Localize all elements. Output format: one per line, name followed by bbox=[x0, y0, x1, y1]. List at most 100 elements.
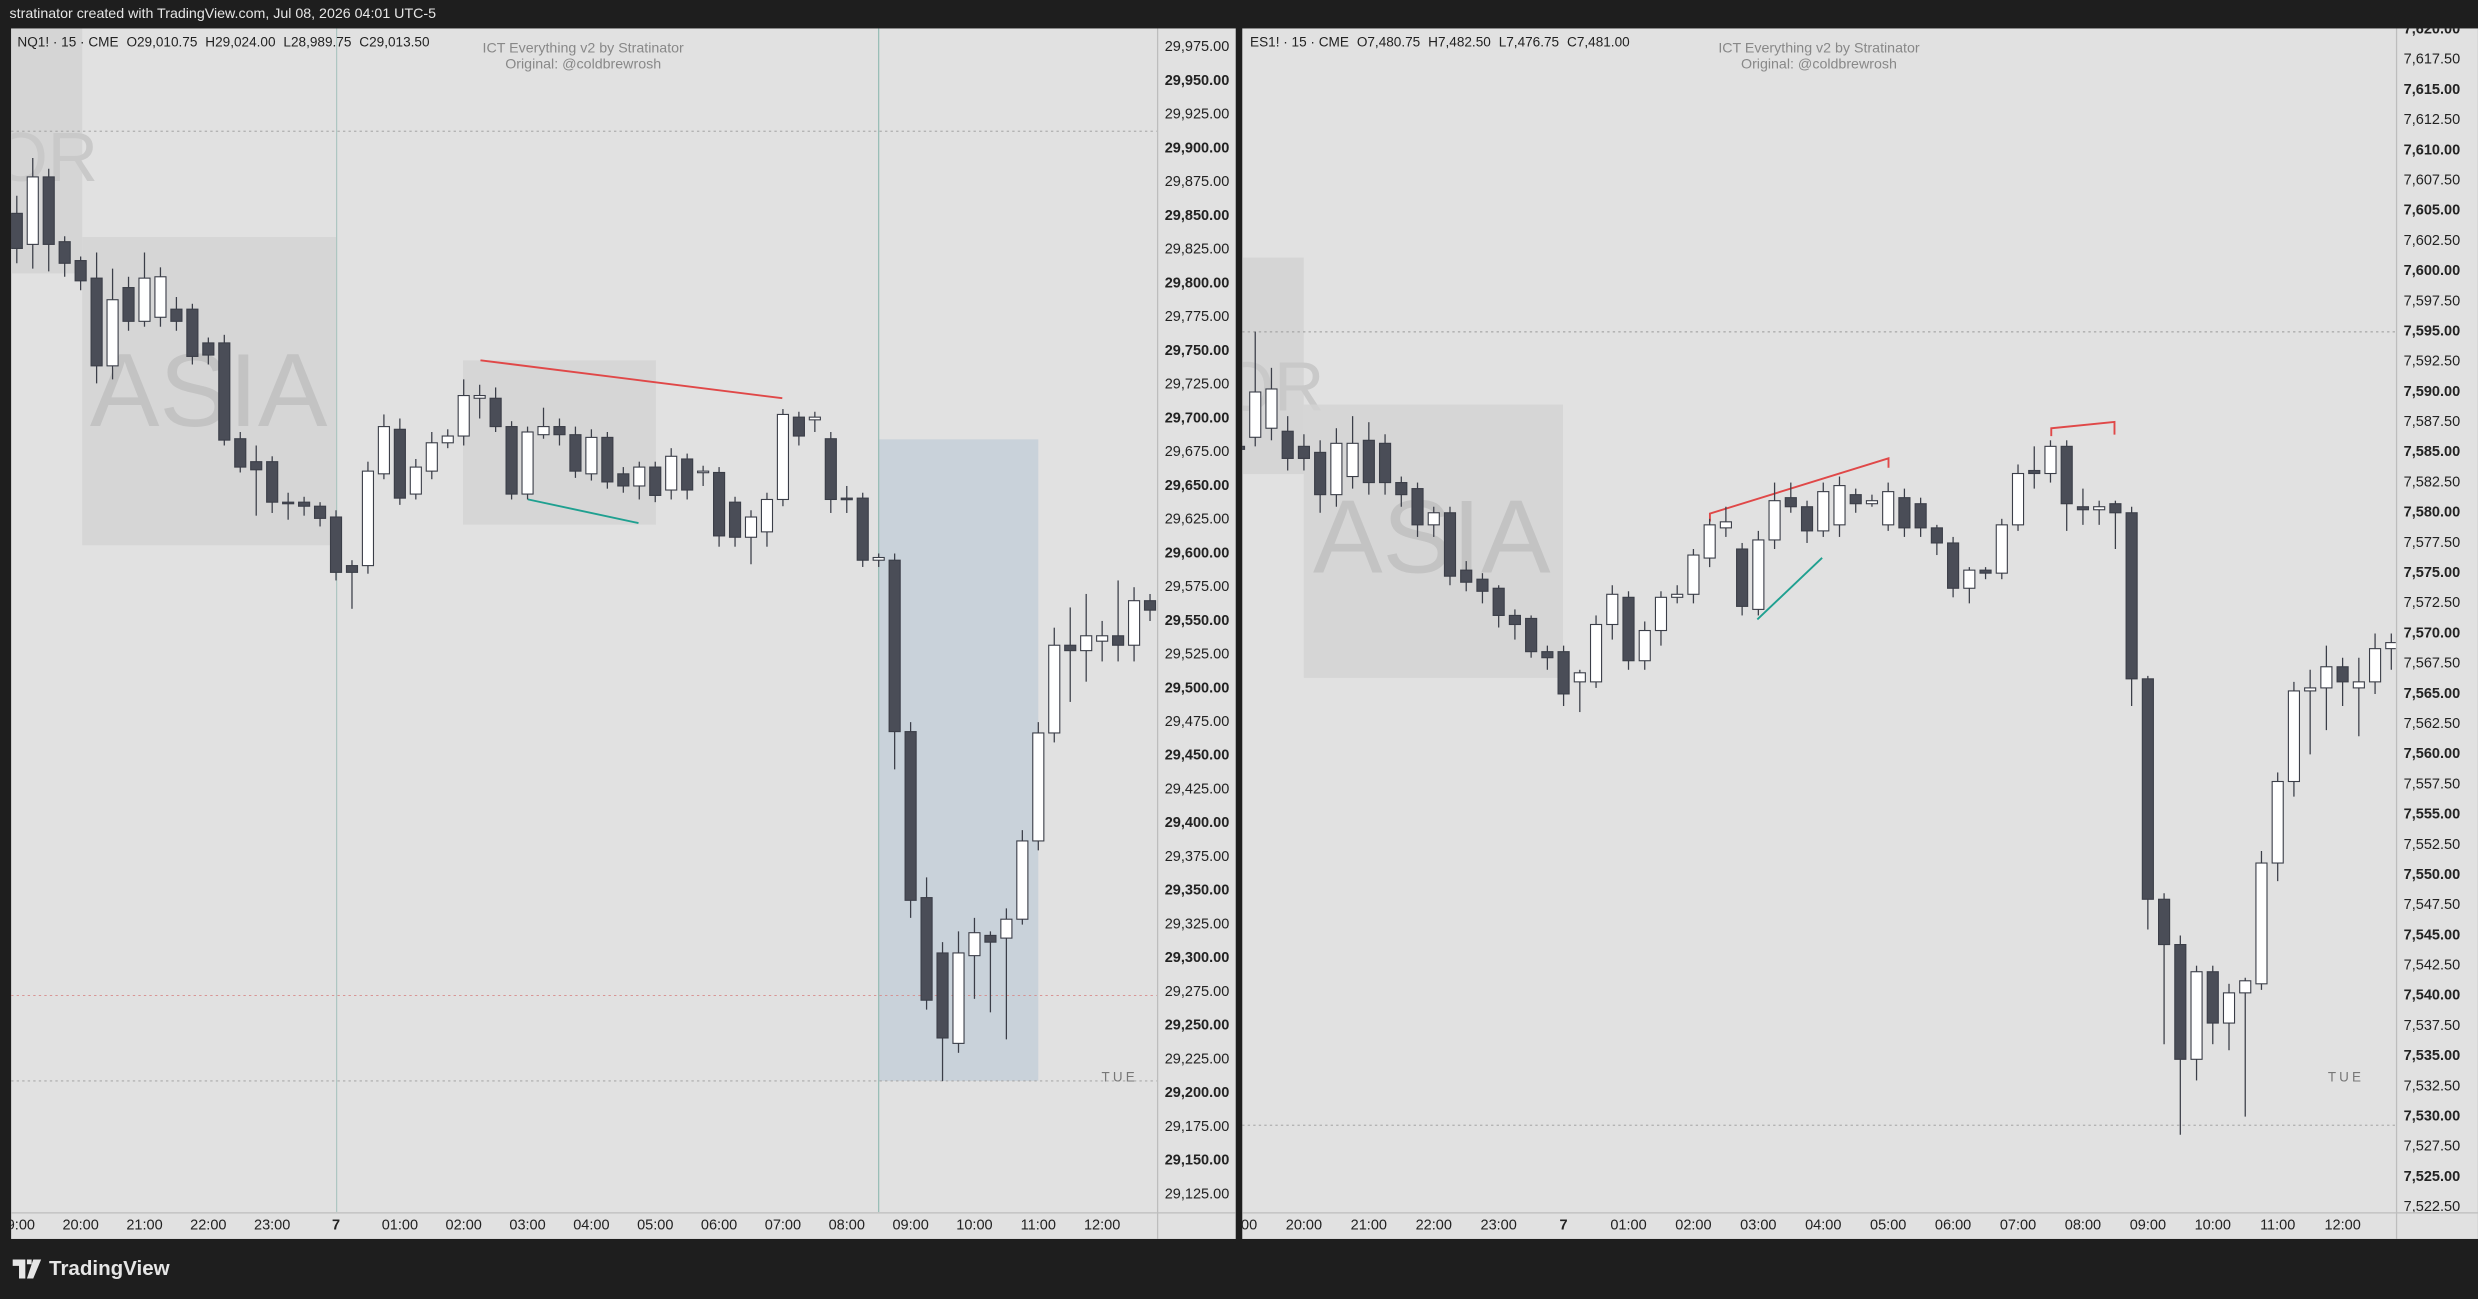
y-tick-label: 29,875.00 bbox=[1165, 174, 1230, 190]
x-tick-label: 04:00 bbox=[573, 1217, 609, 1233]
y-tick-label: 7,587.50 bbox=[2404, 414, 2461, 430]
candle-body bbox=[1281, 430, 1294, 459]
y-tick-label: 7,607.50 bbox=[2404, 172, 2461, 188]
candle-body bbox=[2174, 944, 2187, 1060]
x-tick-label: 12:00 bbox=[1084, 1217, 1120, 1233]
candle-body bbox=[1671, 593, 1684, 598]
x-tick-label: 02:00 bbox=[446, 1217, 482, 1233]
y-tick-label: 29,250.00 bbox=[1165, 1018, 1230, 1034]
candle-body bbox=[1995, 524, 2008, 574]
candle-body bbox=[1330, 442, 1343, 496]
candle-body bbox=[154, 276, 167, 318]
candle-body bbox=[90, 277, 103, 367]
candle-body bbox=[1898, 497, 1911, 529]
candle-body bbox=[1833, 485, 1846, 526]
y-tick-label: 29,725.00 bbox=[1165, 377, 1230, 393]
candle-body bbox=[1703, 524, 1716, 559]
candle-body bbox=[1395, 482, 1408, 496]
candle-body bbox=[457, 394, 470, 437]
y-tick-label: 7,572.50 bbox=[2404, 595, 2461, 611]
candle-body bbox=[2141, 678, 2154, 900]
ohlc-close: C29,013.50 bbox=[359, 34, 430, 49]
candle-body bbox=[1314, 451, 1327, 496]
y-tick-label: 29,700.00 bbox=[1165, 410, 1230, 426]
price-axis: 29,125.00 29,150.00 29,175.00 29,200.00 29,2… bbox=[1165, 39, 1230, 1202]
y-tick-label: 7,605.00 bbox=[2404, 203, 2461, 219]
candle-body bbox=[1865, 500, 1879, 505]
y-tick-label: 7,597.50 bbox=[2404, 293, 2461, 309]
indicator-title: ICT Everything v2 by Stratinator bbox=[1718, 41, 1920, 57]
x-tick-label: 22:00 bbox=[190, 1217, 226, 1233]
candle-body bbox=[776, 413, 790, 501]
candle-body bbox=[74, 260, 87, 282]
candle-body bbox=[234, 438, 247, 468]
y-tick-label: 7,560.00 bbox=[2404, 746, 2461, 762]
candle-body bbox=[282, 501, 295, 505]
y-tick-label: 7,527.50 bbox=[2404, 1139, 2461, 1155]
x-tick-label: 21:00 bbox=[126, 1217, 162, 1233]
candle-body bbox=[649, 466, 662, 496]
y-tick-label: 29,450.00 bbox=[1165, 748, 1230, 764]
candle-body bbox=[968, 932, 981, 957]
y-tick-label: 29,975.00 bbox=[1165, 39, 1230, 55]
x-tick-label: 12:00 bbox=[2324, 1217, 2360, 1233]
candle-body bbox=[2093, 506, 2106, 511]
x-tick-label: 04:00 bbox=[1805, 1217, 1841, 1233]
candle-body bbox=[1249, 391, 1262, 438]
candle-body bbox=[250, 461, 263, 471]
panel-bg bbox=[11, 28, 1236, 1239]
candle-body bbox=[665, 455, 678, 491]
x-tick-label: 23:00 bbox=[1481, 1217, 1517, 1233]
day-label: TUE bbox=[2328, 1069, 2364, 1084]
y-tick-label: 29,275.00 bbox=[1165, 984, 1230, 1000]
y-tick-label: 7,612.50 bbox=[2404, 112, 2461, 128]
y-tick-label: 29,575.00 bbox=[1165, 579, 1230, 595]
candle-body bbox=[888, 559, 901, 733]
y-tick-label: 29,425.00 bbox=[1165, 781, 1230, 797]
candle-body bbox=[1143, 600, 1157, 611]
x-tick-label: 10:00 bbox=[2195, 1217, 2231, 1233]
plot: OR ASIA TUE bbox=[11, 28, 1157, 1213]
y-tick-label: 29,150.00 bbox=[1165, 1153, 1230, 1169]
candle-body bbox=[2044, 445, 2057, 475]
y-tick-label: 29,325.00 bbox=[1165, 916, 1230, 932]
asia-label: ASIA bbox=[1313, 480, 1551, 596]
y-tick-label: 7,620.00 bbox=[2404, 21, 2461, 37]
candle-body bbox=[2028, 469, 2041, 475]
y-tick-label: 7,545.00 bbox=[2404, 927, 2461, 943]
candle-body bbox=[1638, 629, 1651, 662]
y-tick-label: 7,610.00 bbox=[2404, 142, 2461, 158]
x-tick-label: 06:00 bbox=[1935, 1217, 1971, 1233]
x-tick-label: 02:00 bbox=[1675, 1217, 1711, 1233]
y-tick-label: 29,625.00 bbox=[1165, 512, 1230, 528]
y-tick-label: 7,567.50 bbox=[2404, 656, 2461, 672]
candle-body bbox=[2287, 690, 2301, 783]
y-tick-label: 7,600.00 bbox=[2404, 263, 2461, 279]
ohlc-low: L28,989.75 bbox=[283, 34, 351, 49]
y-tick-label: 7,617.50 bbox=[2404, 52, 2461, 68]
ohlc-low: L7,476.75 bbox=[1499, 34, 1559, 49]
candle-body bbox=[537, 426, 550, 436]
candle-body bbox=[872, 556, 885, 561]
candle-body bbox=[1378, 442, 1392, 484]
symbol: NQ1! · 15 · CME bbox=[17, 34, 118, 49]
candle-body bbox=[1048, 644, 1061, 734]
x-tick-label: 10:00 bbox=[956, 1217, 992, 1233]
x-tick-label: 08:00 bbox=[2065, 1217, 2101, 1233]
candle-body bbox=[377, 426, 390, 475]
candle-body bbox=[1849, 494, 1862, 505]
y-tick-label: 7,557.50 bbox=[2404, 776, 2461, 792]
candle-body bbox=[393, 428, 406, 499]
high-line bbox=[480, 359, 783, 400]
candle-body bbox=[2125, 512, 2138, 680]
candle-body bbox=[425, 442, 438, 472]
y-tick-label: 7,522.50 bbox=[2404, 1199, 2461, 1215]
candle-body bbox=[744, 516, 758, 538]
candle-body bbox=[1589, 623, 1603, 683]
x-tick-label: 20:00 bbox=[62, 1217, 98, 1233]
candle-body bbox=[1476, 578, 1489, 592]
y-tick-label: 29,850.00 bbox=[1165, 208, 1230, 224]
candle-body bbox=[712, 471, 726, 537]
high-line bbox=[2050, 420, 2116, 437]
